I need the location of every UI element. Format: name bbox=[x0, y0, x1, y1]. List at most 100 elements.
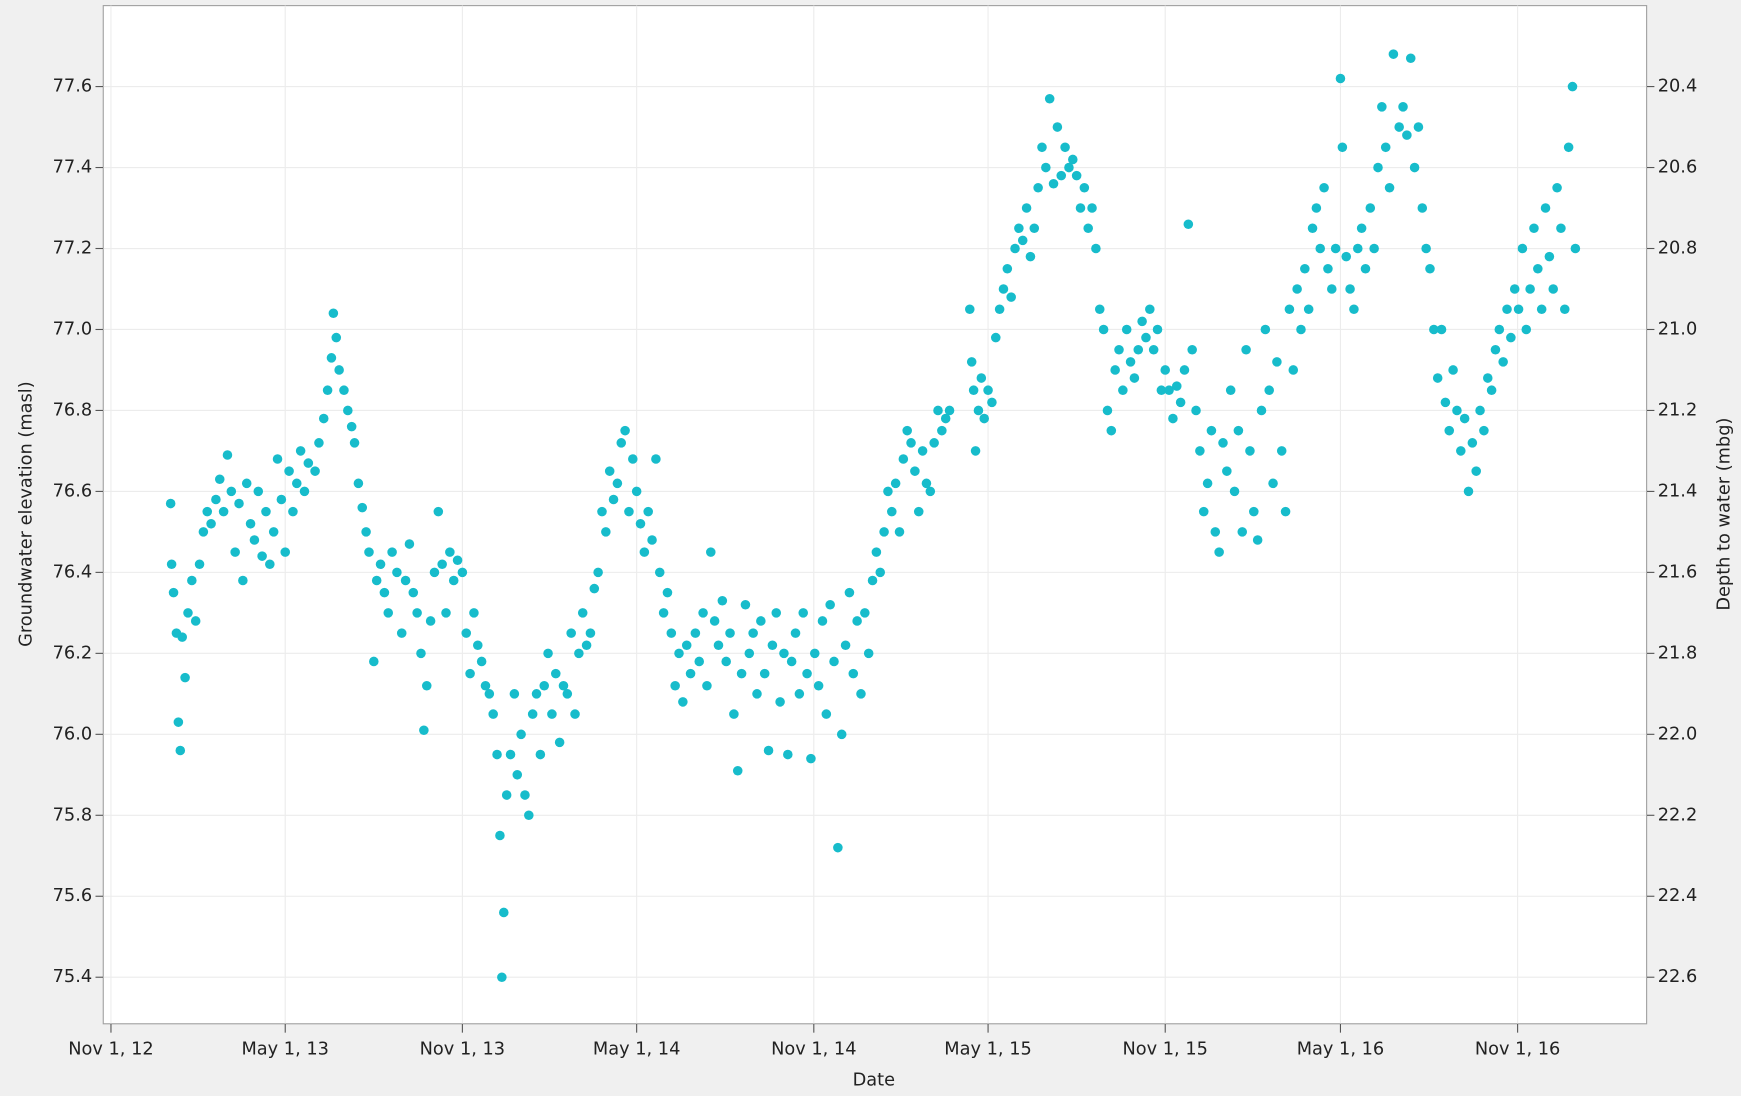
point bbox=[779, 648, 789, 659]
y2-tick-label: 21.2 bbox=[1658, 400, 1698, 420]
point bbox=[318, 413, 329, 424]
point bbox=[1471, 466, 1481, 476]
point bbox=[1456, 446, 1466, 456]
point bbox=[1570, 243, 1581, 254]
point bbox=[202, 506, 213, 517]
point bbox=[725, 628, 735, 638]
point bbox=[698, 608, 708, 618]
point bbox=[631, 486, 642, 497]
point bbox=[416, 648, 426, 659]
point bbox=[1198, 506, 1209, 517]
point bbox=[1319, 183, 1329, 193]
point bbox=[690, 628, 701, 638]
point bbox=[860, 608, 870, 618]
point bbox=[551, 668, 561, 679]
point bbox=[1502, 304, 1512, 315]
point bbox=[361, 527, 371, 537]
point bbox=[1405, 53, 1416, 64]
point bbox=[1323, 263, 1333, 274]
point bbox=[387, 547, 397, 557]
point bbox=[694, 656, 705, 667]
point bbox=[1349, 304, 1359, 315]
point bbox=[670, 680, 680, 691]
x-tick-label: May 1, 16 bbox=[1297, 1039, 1385, 1059]
point bbox=[601, 527, 611, 537]
point bbox=[635, 519, 646, 529]
point bbox=[495, 830, 505, 841]
point bbox=[729, 709, 739, 719]
point bbox=[937, 425, 947, 436]
point bbox=[1014, 223, 1024, 234]
point bbox=[736, 668, 747, 679]
point bbox=[379, 587, 390, 598]
point bbox=[245, 519, 256, 529]
point bbox=[836, 729, 847, 740]
y-tick-label: 77.4 bbox=[53, 158, 93, 178]
point bbox=[1536, 304, 1547, 315]
point bbox=[620, 425, 630, 436]
point bbox=[421, 680, 432, 691]
point bbox=[666, 628, 677, 638]
point bbox=[887, 506, 897, 517]
point bbox=[883, 486, 893, 497]
point bbox=[1425, 263, 1435, 274]
point bbox=[1245, 446, 1255, 456]
point bbox=[476, 656, 487, 667]
point bbox=[1429, 324, 1439, 335]
point bbox=[562, 689, 573, 699]
point bbox=[829, 656, 839, 667]
point bbox=[1525, 284, 1535, 294]
y2-tick-label: 20.8 bbox=[1658, 239, 1698, 259]
point bbox=[639, 547, 650, 557]
point bbox=[480, 680, 491, 691]
point bbox=[821, 709, 832, 719]
y2-tick-label: 21.0 bbox=[1658, 319, 1698, 339]
point bbox=[1388, 49, 1399, 59]
point bbox=[775, 697, 785, 707]
point bbox=[1225, 385, 1236, 395]
point bbox=[968, 385, 979, 395]
point bbox=[501, 790, 512, 800]
y2-tick-label: 20.4 bbox=[1658, 77, 1698, 97]
point bbox=[404, 539, 415, 549]
point bbox=[1463, 486, 1474, 497]
point bbox=[566, 628, 576, 638]
point bbox=[165, 498, 176, 509]
point bbox=[1060, 142, 1070, 153]
point bbox=[343, 405, 353, 416]
point bbox=[253, 486, 264, 497]
point bbox=[339, 385, 349, 395]
point bbox=[1544, 251, 1555, 262]
point bbox=[585, 628, 596, 638]
point bbox=[1509, 284, 1520, 294]
point bbox=[1079, 183, 1090, 193]
point bbox=[786, 656, 797, 667]
point bbox=[767, 640, 778, 651]
point bbox=[353, 478, 364, 489]
point bbox=[906, 438, 916, 448]
point bbox=[702, 680, 712, 691]
point bbox=[1021, 203, 1032, 213]
point bbox=[809, 648, 820, 659]
point bbox=[292, 478, 302, 489]
point bbox=[441, 608, 451, 618]
point bbox=[740, 599, 751, 610]
point bbox=[940, 413, 951, 424]
point bbox=[349, 438, 360, 448]
point bbox=[531, 689, 542, 699]
point bbox=[783, 749, 793, 760]
point bbox=[268, 527, 279, 537]
point bbox=[1479, 425, 1489, 436]
point bbox=[1037, 142, 1047, 153]
point bbox=[681, 640, 692, 651]
point bbox=[1440, 397, 1451, 408]
point bbox=[1218, 438, 1228, 448]
y-tick-label: 76.8 bbox=[53, 400, 93, 420]
point bbox=[484, 689, 495, 699]
point bbox=[817, 616, 828, 626]
point bbox=[732, 765, 743, 776]
point bbox=[1249, 506, 1259, 517]
point bbox=[328, 308, 339, 319]
